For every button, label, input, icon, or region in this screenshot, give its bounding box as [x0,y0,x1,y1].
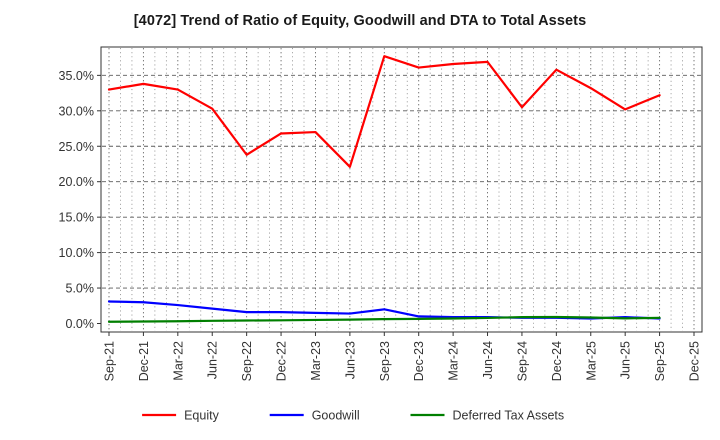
x-tick-label: Dec-22 [275,341,289,381]
x-tick-label: Dec-25 [688,341,702,381]
x-tick-label: Mar-25 [584,341,598,381]
x-tick-label: Jun-22 [206,341,220,379]
x-tick-label: Dec-23 [412,341,426,381]
legend-label: Goodwill [312,409,360,423]
y-tick-label: 25.0% [59,140,94,154]
y-axis-labels: 0.0% 5.0% 10.0% 15.0% 20.0% 25.0% 30.0% 35.0% [59,69,94,331]
x-tick-label: Mar-24 [447,341,461,381]
series-line-deferred-tax-assets [107,315,661,323]
x-tick-label: Jun-24 [481,341,495,379]
series-line-equity [107,55,661,168]
y-tick-label: 20.0% [59,175,94,189]
legend-label: Deferred Tax Assets [453,409,565,423]
plot-area-border [100,46,703,333]
chart-legend: Equity Goodwill Deferred Tax Assets [142,409,564,423]
y-axis-ticks [97,74,101,324]
x-tick-label: Dec-24 [550,341,564,381]
x-tick-label: Jun-25 [619,341,633,379]
vertical-gridlines [108,48,695,331]
legend-label: Equity [184,409,219,423]
x-axis-ticks [108,332,695,336]
x-tick-label: Sep-22 [240,341,254,381]
x-tick-label: Sep-25 [653,341,667,381]
y-tick-label: 15.0% [59,211,94,225]
data-series-group [107,55,661,323]
y-tick-label: 5.0% [66,282,95,296]
y-tick-label: 0.0% [66,317,95,331]
x-tick-label: Jun-23 [343,341,357,379]
x-axis-labels: Sep-21 Dec-21 Mar-22 Jun-22 Sep-22 Dec-22 Mar-… [103,341,702,381]
x-tick-label: Sep-23 [378,341,392,381]
x-tick-label: Dec-21 [137,341,151,381]
x-tick-label: Mar-23 [309,341,323,381]
y-tick-label: 35.0% [59,69,94,83]
x-tick-label: Mar-22 [171,341,185,381]
x-tick-label: Sep-24 [515,341,529,381]
horizontal-gridlines [102,74,701,289]
y-tick-label: 30.0% [59,104,94,118]
x-tick-label: Sep-21 [103,341,117,381]
chart-title: [4072] Trend of Ratio of Equity, Goodwil… [133,13,587,29]
y-tick-label: 10.0% [59,246,94,260]
